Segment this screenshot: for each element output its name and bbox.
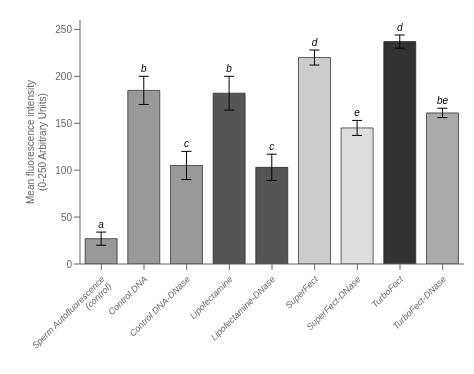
svg-text:Control DNA: Control DNA [106, 274, 149, 317]
svg-text:SuperFect-DNase: SuperFect-DNase [305, 274, 363, 332]
svg-text:Control DNA-DNase: Control DNA-DNase [128, 274, 192, 338]
svg-text:Sperm Autofluorescence(control: Sperm Autofluorescence(control) [30, 274, 114, 358]
svg-text:d: d [397, 22, 403, 33]
svg-text:c: c [269, 141, 274, 152]
svg-text:SuperFect: SuperFect [283, 274, 320, 311]
svg-text:e: e [354, 107, 360, 118]
svg-text:Mean fluorescence intensity(0-: Mean fluorescence intensity(0-250 Arbitr… [25, 80, 48, 204]
svg-text:50: 50 [61, 212, 73, 223]
svg-text:100: 100 [55, 165, 72, 176]
svg-text:a: a [98, 219, 104, 230]
svg-text:200: 200 [55, 71, 72, 82]
svg-text:d: d [312, 37, 318, 48]
svg-text:c: c [184, 138, 189, 149]
svg-text:TurboFect: TurboFect [370, 274, 406, 310]
svg-text:150: 150 [55, 118, 72, 129]
svg-text:0: 0 [66, 259, 72, 270]
svg-text:b: b [141, 63, 147, 74]
svg-text:250: 250 [55, 24, 72, 35]
svg-text:TurboFect-DNase: TurboFect-DNase [391, 274, 448, 331]
svg-text:be: be [437, 95, 449, 106]
svg-text:Lipofectamine-DNase: Lipofectamine-DNase [209, 274, 277, 342]
svg-text:b: b [226, 63, 232, 74]
svg-text:Lipofectamine: Lipofectamine [188, 274, 235, 321]
